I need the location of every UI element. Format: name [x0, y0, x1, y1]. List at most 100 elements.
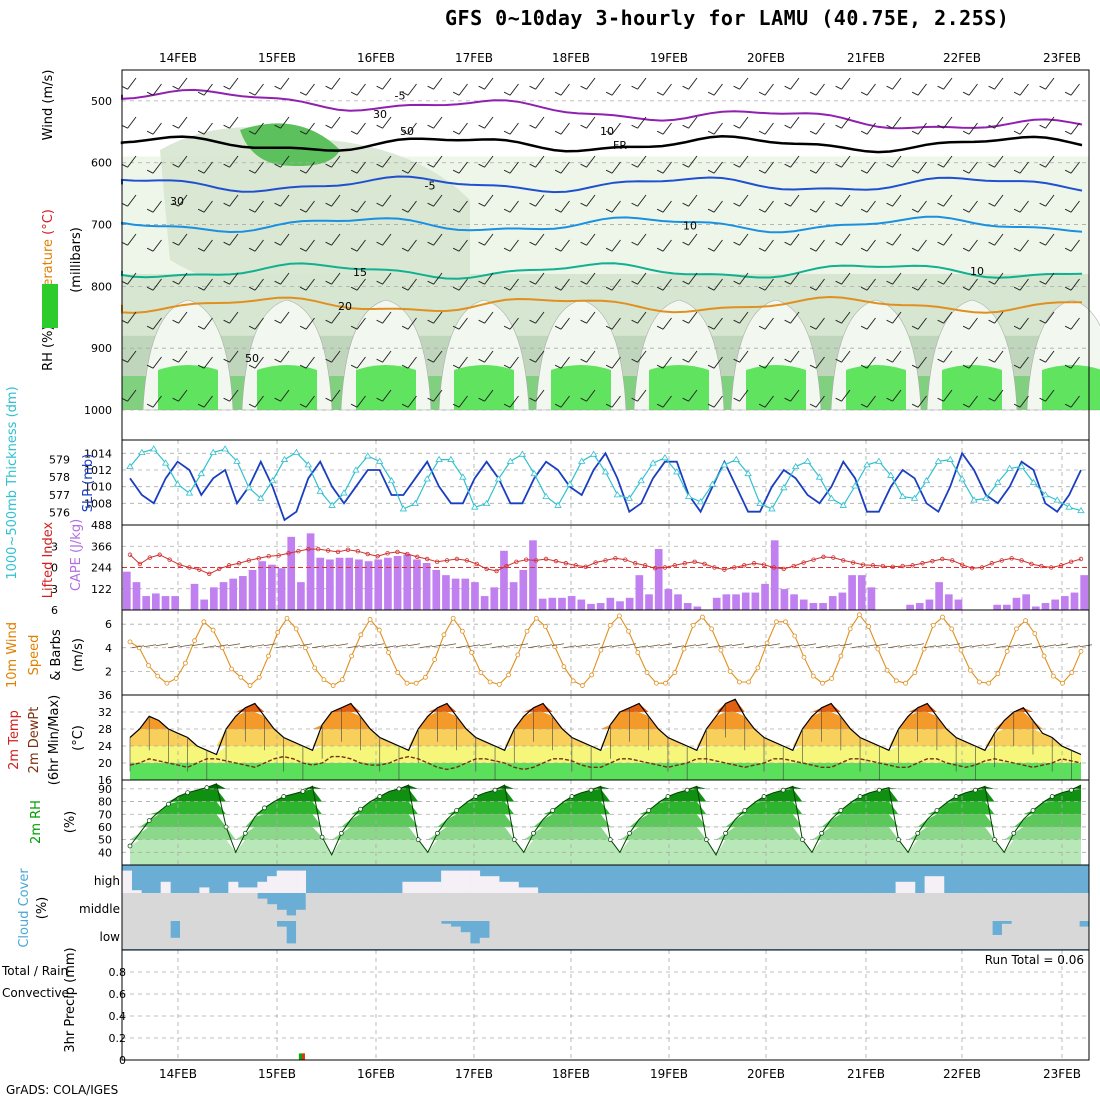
rh-marker: [473, 794, 479, 799]
temp-fill-band: [130, 746, 1081, 763]
rh-moist-cell: [942, 365, 1002, 410]
wind-barb-flag: [656, 91, 664, 96]
wind-barb-flag: [809, 286, 817, 291]
li-tick: -3: [47, 540, 58, 553]
cloud-clear-bar: [808, 921, 819, 949]
cloud-clear-bar: [992, 935, 1003, 949]
wind-barb: [790, 311, 800, 324]
thickness-marker: [863, 461, 871, 468]
wind-barb: [637, 116, 647, 129]
wind-barb: [866, 200, 876, 213]
wind-barb-flag: [911, 325, 919, 330]
wind-barb: [433, 350, 443, 363]
wind-barb: [713, 239, 723, 252]
wind-barb: [458, 395, 468, 408]
li-marker: [147, 555, 153, 560]
thickness-marker: [304, 461, 313, 468]
wind-barb: [790, 194, 800, 207]
wind-barb: [713, 161, 723, 174]
temperature-contour: [120, 135, 1083, 154]
wind-barb-flag: [656, 208, 664, 213]
cloud-clear-bar: [934, 893, 945, 921]
wind-barb: [713, 122, 723, 135]
wind-speed-marker: [1060, 680, 1065, 686]
wind-barb: [662, 122, 672, 135]
cloud-clear-bar: [325, 893, 336, 921]
wind-barb: [484, 311, 494, 324]
cape-bar: [345, 557, 354, 610]
wind-barb-flag: [911, 286, 919, 291]
li-marker: [761, 562, 767, 567]
wind-barb: [458, 200, 468, 213]
thickness-marker: [257, 494, 265, 501]
wind-barb-flag: [656, 325, 664, 330]
wind-speed-marker: [164, 680, 170, 686]
wind-speed-marker: [506, 672, 511, 678]
li-marker: [533, 558, 539, 563]
wind-barb-flag: [401, 130, 409, 135]
wind-barb: [280, 350, 290, 363]
thickness-marker: [411, 499, 420, 507]
wind-barb: [739, 233, 749, 246]
cape-bar: [335, 557, 344, 610]
rh-marker: [819, 830, 824, 836]
wind-barb-10m: [851, 645, 865, 649]
thickness-marker: [685, 492, 693, 500]
cloud-clear-bar: [344, 893, 355, 921]
cloud-clear-bar: [363, 893, 374, 921]
wind-barb: [509, 317, 519, 330]
cloud-clear-bar: [441, 923, 452, 949]
cape-bar: [171, 596, 180, 610]
cloud-clear-bar: [992, 893, 1003, 921]
cloud-clear-bar: [876, 893, 887, 921]
wind-barb-10m: [1019, 643, 1033, 647]
cloud-clear-bar: [247, 887, 258, 893]
cloud-clear-bar: [731, 921, 742, 949]
wind-barb-flag: [835, 358, 842, 363]
cape-bar: [790, 594, 798, 610]
day-label-top: 15FEB: [258, 51, 296, 65]
day-label-bottom: 23FEB: [1043, 1067, 1081, 1081]
cloud-clear-bar: [934, 921, 945, 949]
wind-barb: [152, 239, 162, 252]
cloud-clear-bar: [692, 921, 703, 949]
wind-barb: [152, 122, 162, 135]
wind-barb-flag: [937, 358, 944, 363]
thickness-marker: [233, 457, 241, 464]
wind-barb-flag: [758, 91, 766, 96]
wind-barb-flag: [784, 319, 791, 324]
wind-barb: [458, 122, 468, 135]
rh-marker: [223, 824, 229, 830]
wind-barb-10m: [1043, 644, 1057, 648]
wind-barb: [407, 161, 417, 174]
wind-barb: [968, 83, 978, 96]
wind-barb-flag: [784, 85, 791, 90]
li-ylabel: Lifted Index: [41, 521, 56, 598]
wind-speed-marker: [192, 638, 198, 644]
wind-barb-flag: [1013, 91, 1021, 96]
wind-barb: [841, 350, 851, 363]
wind-barb: [1019, 122, 1029, 135]
cloud-clear-bar: [305, 921, 316, 949]
cloud-clear-bar: [924, 893, 935, 921]
precip-convective-label: Convective: [2, 986, 69, 1000]
wind-barb: [509, 83, 519, 96]
wind-speed-marker: [275, 630, 281, 635]
thickness-marker: [161, 459, 170, 466]
wind-barb-flag: [758, 169, 766, 174]
wind-barb: [943, 272, 953, 285]
thickness-marker: [601, 468, 610, 475]
cape-bar: [306, 533, 315, 610]
wind-speed-marker: [478, 670, 484, 675]
wind-barb-flag: [733, 202, 740, 207]
cape-tick: 488: [91, 519, 112, 532]
wind-barb: [994, 155, 1004, 168]
wind-barb: [535, 389, 545, 402]
thickness-marker: [138, 448, 146, 455]
wind-speed-marker: [395, 670, 401, 675]
cloud-clear-bar: [334, 893, 345, 921]
rh-marker: [358, 806, 363, 812]
wind-barb-10m: [791, 644, 805, 648]
wind-barb-10m: [707, 645, 721, 649]
cape-bar: [374, 559, 383, 610]
